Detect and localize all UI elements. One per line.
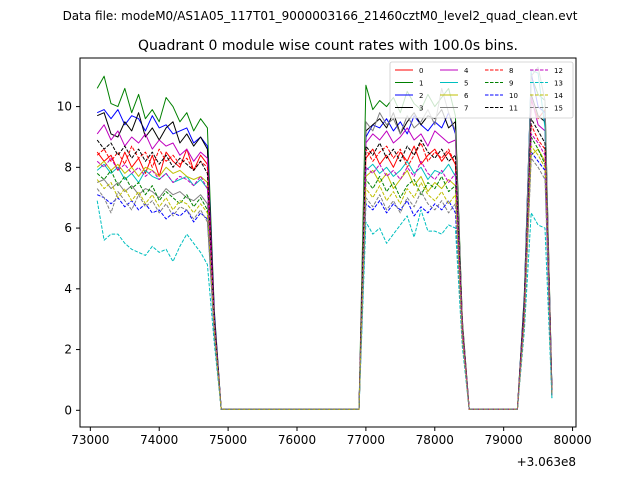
x-tick-label: 73000 bbox=[71, 433, 109, 447]
legend-label-3: 3 bbox=[419, 105, 423, 113]
x-tick-label: 78000 bbox=[416, 433, 454, 447]
axes-layer: 73000 74000 75000 76000 77000 78000 79000 80000… bbox=[57, 57, 592, 447]
legend-label-11: 11 bbox=[509, 105, 518, 113]
axes-frame bbox=[79, 57, 577, 428]
legend-label-9: 9 bbox=[509, 80, 513, 88]
y-tick-label: 6 bbox=[64, 221, 72, 235]
chart-title: Quadrant 0 module wise count rates with … bbox=[138, 38, 518, 54]
legend-label-5: 5 bbox=[464, 80, 468, 88]
legend-frame bbox=[389, 61, 574, 119]
y-tick-label: 8 bbox=[64, 160, 72, 174]
x-tick-label: 74000 bbox=[140, 433, 178, 447]
x-tick-label: 80000 bbox=[553, 433, 591, 447]
series-line-15 bbox=[96, 157, 553, 410]
legend-label-12: 12 bbox=[554, 67, 563, 75]
y-tick-label: 2 bbox=[64, 343, 72, 357]
x-tick-label: 75000 bbox=[209, 433, 247, 447]
legend-label-6: 6 bbox=[464, 92, 469, 100]
suptitle: Data file: modeM0/AS1A05_117T01_90000031… bbox=[63, 9, 578, 23]
legend-label-1: 1 bbox=[419, 80, 423, 88]
x-offset-label: +3.063e8 bbox=[517, 455, 576, 469]
y-tick-label: 10 bbox=[57, 100, 72, 114]
legend-label-4: 4 bbox=[464, 67, 469, 75]
legend-label-0: 0 bbox=[419, 67, 423, 75]
legend-label-15: 15 bbox=[554, 105, 563, 113]
x-tick-label: 79000 bbox=[485, 433, 523, 447]
legend-label-14: 14 bbox=[554, 92, 563, 100]
y-tick-label: 4 bbox=[64, 282, 72, 296]
legend-label-10: 10 bbox=[509, 92, 518, 100]
y-tick-label: 0 bbox=[64, 403, 72, 417]
series-layer bbox=[96, 66, 553, 410]
x-tick-label: 77000 bbox=[347, 433, 385, 447]
x-tick-label: 76000 bbox=[278, 433, 316, 447]
legend-label-7: 7 bbox=[464, 105, 468, 113]
legend-label-2: 2 bbox=[419, 92, 423, 100]
legend-label-13: 13 bbox=[554, 80, 563, 88]
plot-area bbox=[96, 66, 553, 410]
legend-label-8: 8 bbox=[509, 67, 513, 75]
